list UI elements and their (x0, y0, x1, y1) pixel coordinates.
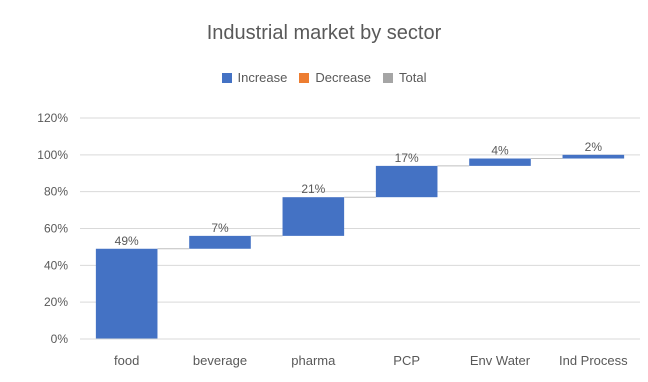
data-label: 2% (585, 140, 603, 154)
legend-label-total: Total (399, 70, 427, 85)
legend: Increase Decrease Total (0, 70, 648, 85)
y-tick-label: 80% (44, 185, 68, 199)
y-tick-label: 20% (44, 295, 68, 309)
x-tick-label: food (114, 353, 139, 368)
data-label: 7% (211, 221, 229, 235)
bar (282, 197, 345, 236)
legend-swatch-decrease (299, 72, 310, 83)
y-tick-label: 60% (44, 222, 68, 236)
chart-title: Industrial market by sector (206, 22, 442, 44)
y-tick-label: 120% (37, 111, 68, 125)
x-tick-label: beverage (193, 353, 247, 368)
x-tick-label: pharma (291, 353, 336, 368)
bar (189, 235, 251, 249)
bar (562, 154, 625, 159)
x-tick-label: Ind Process (559, 353, 628, 368)
x-tick-label: PCP (393, 353, 420, 368)
legend-item-total: Total (383, 70, 426, 85)
legend-item-decrease: Decrease (299, 70, 371, 85)
y-tick-label: 0% (51, 332, 69, 346)
x-tick-label: Env Water (470, 353, 531, 368)
y-tick-label: 40% (44, 258, 68, 272)
data-label: 17% (395, 151, 419, 165)
data-label: 21% (301, 182, 325, 196)
bar (375, 165, 438, 198)
y-tick-label: 100% (37, 148, 68, 162)
data-label: 49% (115, 234, 139, 248)
legend-swatch-increase (221, 72, 232, 83)
bar (95, 248, 158, 339)
legend-swatch-total (383, 72, 394, 83)
legend-label-decrease: Decrease (315, 70, 372, 85)
data-label: 4% (491, 144, 509, 158)
legend-label-increase: Increase (237, 70, 288, 85)
legend-item-increase: Increase (221, 70, 288, 85)
bar (469, 158, 531, 166)
